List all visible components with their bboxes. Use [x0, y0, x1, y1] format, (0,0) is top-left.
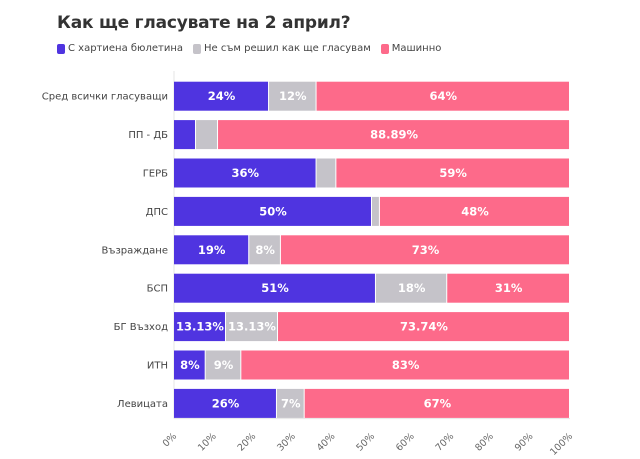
bar-segment — [375, 273, 447, 303]
bar-segment — [174, 235, 249, 265]
bar-segment — [218, 120, 570, 150]
category-label: ПП - ДБ — [128, 130, 168, 141]
x-tick-label: 70% — [434, 431, 457, 454]
chart-title: Как ще гласувате на 2 април? — [57, 13, 351, 33]
x-tick-label: 50% — [354, 431, 377, 454]
bar-segment — [174, 350, 205, 380]
category-label: БГ Възход — [114, 322, 168, 333]
data-label: 50% — [259, 204, 287, 218]
bar-segment — [249, 235, 280, 265]
bar-segment — [241, 350, 569, 380]
bar-segment — [174, 158, 316, 188]
bar-segment — [174, 120, 196, 150]
data-label: 13.13% — [228, 320, 276, 334]
x-tick-label: 90% — [513, 431, 536, 454]
bar-segment — [336, 158, 569, 188]
data-label: 7% — [281, 396, 301, 410]
data-label: 13.13% — [176, 320, 224, 334]
data-label: 67% — [424, 396, 452, 410]
data-label: 24% — [208, 89, 236, 103]
bar-segment — [316, 158, 336, 188]
category-label: БСП — [147, 284, 168, 295]
legend-item-undecided[interactable]: Не съм решил как ще гласувам — [193, 43, 371, 54]
data-label: 26% — [212, 396, 240, 410]
x-tick-label: 40% — [315, 431, 338, 454]
category-label: Левицата — [117, 399, 168, 410]
bar-segment — [174, 81, 269, 111]
data-label: 9% — [214, 358, 234, 372]
data-label: 51% — [261, 281, 289, 295]
bar-segment — [174, 273, 375, 303]
bar-segment — [379, 196, 569, 226]
x-tick-label: 0% — [161, 431, 179, 449]
bar-segment — [316, 81, 569, 111]
legend-label-machine: Машинно — [391, 43, 442, 54]
data-label: 48% — [461, 204, 489, 218]
legend-swatch-paper — [57, 43, 65, 54]
x-tick-label: 100% — [548, 431, 575, 458]
data-label: 36% — [232, 166, 260, 180]
data-label: 73.74% — [400, 320, 448, 334]
category-label: ИТН — [147, 361, 168, 372]
legend-label-undecided: Не съм решил как ще гласувам — [204, 43, 371, 54]
data-label: 8% — [180, 358, 200, 372]
bar-segment — [205, 350, 241, 380]
data-label: 19% — [198, 243, 226, 257]
data-label: 31% — [495, 281, 523, 295]
legend-item-machine[interactable]: Машинно — [380, 43, 442, 54]
bar-segment — [447, 273, 569, 303]
category-label: ДПС — [146, 207, 168, 218]
bar-segment — [174, 312, 225, 342]
category-label: ГЕРБ — [143, 169, 168, 180]
data-label: 88.89% — [370, 128, 418, 142]
data-label: 8% — [255, 243, 275, 257]
legend: С хартиена бюлетина Не съм решил как ще … — [57, 43, 445, 54]
x-tick-label: 20% — [236, 431, 259, 454]
data-label: 64% — [430, 89, 458, 103]
data-label: 18% — [398, 281, 426, 295]
bar-segment — [372, 196, 379, 226]
legend-swatch-machine — [380, 43, 389, 54]
data-label: 73% — [412, 243, 440, 257]
x-tick-label: 10% — [196, 431, 219, 454]
bar-segment — [277, 312, 569, 342]
data-label: 59% — [439, 166, 467, 180]
bar-segment — [225, 312, 277, 342]
bar-segment — [174, 388, 276, 418]
bar-segment — [304, 388, 569, 418]
bar-segment — [196, 120, 218, 150]
legend-swatch-undecided — [193, 43, 201, 54]
x-tick-label: 30% — [275, 431, 298, 454]
data-label: 83% — [392, 358, 420, 372]
category-label: Възраждане — [102, 245, 168, 256]
category-label: Сред всички гласуващи — [42, 92, 168, 103]
x-tick-label: 80% — [473, 431, 496, 454]
bar-segment — [269, 81, 316, 111]
x-tick-label: 60% — [394, 431, 417, 454]
legend-item-paper[interactable]: С хартиена бюлетина — [57, 43, 183, 54]
bar-segment — [280, 235, 569, 265]
legend-label-paper: С хартиена бюлетина — [68, 43, 183, 54]
bar-segment — [276, 388, 304, 418]
data-label: 12% — [279, 89, 307, 103]
bar-segment — [174, 196, 371, 226]
